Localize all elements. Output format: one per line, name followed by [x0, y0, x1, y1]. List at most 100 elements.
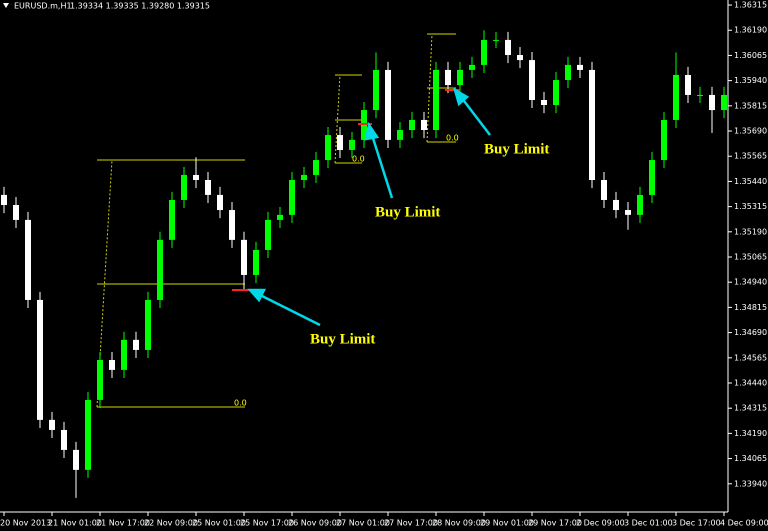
candle-body	[589, 69, 595, 181]
candle-body	[649, 160, 655, 195]
x-tick-label: 3 Dec 17:00	[672, 519, 721, 528]
candle-body	[109, 360, 115, 370]
quote: 1.39334 1.39335 1.39280 1.39315	[70, 2, 210, 11]
candle-body	[145, 299, 151, 350]
candle-body	[37, 299, 43, 420]
y-tick-label: 1.35565	[734, 152, 767, 161]
candle-body	[253, 249, 259, 275]
x-tick-label: 27 Nov 17:00	[384, 519, 438, 528]
y-tick-label: 1.34565	[734, 353, 767, 362]
annotation: Buy Limit	[484, 141, 549, 157]
menu-icon	[3, 3, 9, 8]
candle-body	[217, 194, 223, 211]
candle-body	[337, 135, 343, 150]
candle-body	[241, 239, 247, 275]
candle-body	[61, 429, 67, 450]
candle-body	[397, 130, 403, 140]
x-tick-label: 2 Dec 09:00	[576, 519, 625, 528]
x-tick-label: 22 Nov 09:00	[144, 519, 198, 528]
candle-body	[373, 69, 379, 111]
candle-body	[277, 214, 283, 220]
y-tick-label: 1.36065	[734, 51, 767, 60]
candle-body	[445, 69, 451, 86]
x-tick-label: 29 Nov 17:00	[528, 519, 582, 528]
y-tick-label: 1.35315	[734, 202, 767, 211]
candle-body	[49, 419, 55, 430]
fib-label: 0.0	[234, 399, 247, 408]
x-tick-label: 27 Nov 01:00	[336, 519, 390, 528]
candle-body	[349, 139, 355, 150]
candle-body	[577, 64, 583, 70]
candle-body	[385, 69, 391, 140]
candle-body	[721, 94, 727, 111]
candle-body	[73, 449, 79, 470]
y-tick-label: 1.34815	[734, 303, 767, 312]
candle-body	[85, 399, 91, 470]
candle-body	[313, 160, 319, 175]
candle-body	[613, 199, 619, 211]
candle-body	[169, 199, 175, 240]
candle-body	[121, 339, 127, 370]
candle-body	[637, 194, 643, 215]
candle-body	[505, 39, 511, 56]
candle-body	[97, 360, 103, 400]
candle-body	[661, 119, 667, 161]
candle-body	[13, 205, 19, 220]
y-tick-label: 1.35815	[734, 101, 767, 110]
candle-body	[289, 180, 295, 215]
x-tick-label: 28 Nov 09:00	[432, 519, 486, 528]
candle-body	[25, 219, 31, 300]
symbol-title: EURUSD.m,H1	[14, 2, 72, 11]
candle-body	[601, 180, 607, 200]
x-tick-label: 29 Nov 01:00	[480, 519, 534, 528]
y-tick-label: 1.35690	[734, 127, 767, 136]
candle-body	[325, 135, 331, 161]
candle-body	[685, 74, 691, 95]
y-tick-label: 1.34190	[734, 429, 767, 438]
x-tick-label: 26 Nov 09:00	[288, 519, 342, 528]
fib-label: 0.0	[446, 134, 459, 143]
candle-body	[133, 339, 139, 350]
candle-body	[553, 80, 559, 106]
candle-body	[265, 219, 271, 250]
y-tick-label: 1.35940	[734, 76, 767, 85]
candle-body	[493, 39, 499, 41]
x-tick-label: 20 Nov 2013	[0, 519, 51, 528]
candle-body	[1, 194, 7, 206]
candle-body	[193, 174, 199, 181]
candle-body	[301, 174, 307, 181]
arrows	[247, 87, 491, 327]
candle-body	[409, 119, 415, 131]
annotation: Buy Limit	[310, 331, 375, 347]
y-tick-label: 1.36315	[734, 1, 767, 10]
candle-body	[517, 55, 523, 61]
candle-body	[469, 64, 475, 70]
y-tick-label: 1.35190	[734, 227, 767, 236]
candle-body	[625, 210, 631, 215]
annotation: Buy Limit	[375, 204, 440, 220]
candle-body	[433, 69, 439, 131]
y-tick-label: 1.33940	[734, 479, 767, 488]
candle-body	[697, 94, 703, 96]
candle-body	[457, 69, 463, 86]
x-tick-label: 25 Nov 17:00	[240, 519, 294, 528]
candle-body	[157, 239, 163, 300]
x-tick-label: 4 Dec 09:00	[720, 519, 768, 528]
candle-body	[673, 74, 679, 120]
y-tick-label: 1.35440	[734, 177, 767, 186]
x-tick-label: 21 Nov 17:00	[96, 519, 150, 528]
candle-body	[529, 60, 535, 100]
y-tick-label: 1.34065	[734, 454, 767, 463]
y-tick-label: 1.34440	[734, 378, 767, 387]
y-tick-label: 1.34940	[734, 278, 767, 287]
candle-body	[541, 99, 547, 106]
y-tick-label: 1.35065	[734, 253, 767, 262]
candle-body	[481, 39, 487, 65]
candles	[1, 30, 727, 498]
candle-body	[709, 94, 715, 111]
x-tick-label: 21 Nov 01:00	[48, 519, 102, 528]
candle-body	[421, 119, 427, 131]
y-tick-label: 1.34315	[734, 404, 767, 413]
